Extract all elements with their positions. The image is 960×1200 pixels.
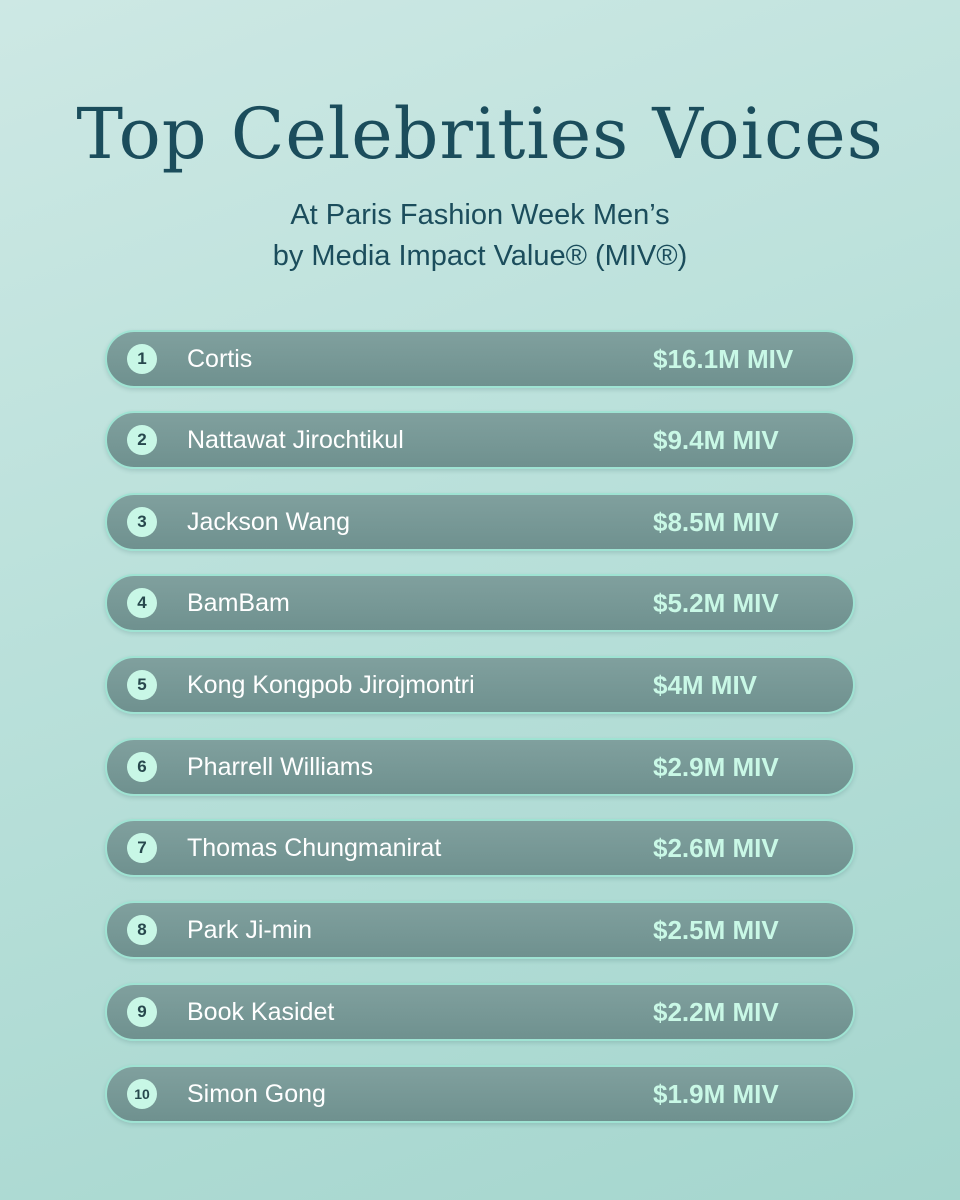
miv-value: $2.5M MIV (653, 915, 779, 945)
miv-value: $9.4M MIV (653, 425, 779, 455)
celebrity-name: Simon Gong (187, 1080, 326, 1108)
celebrity-name: Park Ji-min (187, 916, 313, 944)
ranking-row: 7 Thomas Chungmanirat $2.6M MIV (105, 819, 855, 877)
ranking-row: 10 Simon Gong $1.9M MIV (105, 1065, 855, 1123)
ranking-row: 5 Kong Kongpob Jirojmontri $4M MIV (105, 656, 855, 714)
rank-badge: 1 (127, 344, 157, 374)
rank-badge: 3 (127, 507, 157, 537)
rank-badge: 6 (127, 752, 157, 782)
celebrity-name: BamBam (187, 589, 290, 617)
page-title: Top Celebrities Voices (76, 93, 884, 175)
miv-value: $2.2M MIV (653, 997, 779, 1027)
miv-value: $8.5M MIV (653, 507, 779, 537)
rank-badge: 4 (127, 588, 157, 618)
celebrity-name: Nattawat Jirochtikul (187, 426, 404, 454)
miv-value: $2.6M MIV (653, 833, 779, 863)
rank-badge: 8 (127, 915, 157, 945)
miv-value: $1.9M MIV (653, 1079, 779, 1109)
ranking-row: 6 Pharrell Williams $2.9M MIV (105, 738, 855, 796)
celebrity-name: Book Kasidet (187, 998, 335, 1026)
miv-value: $5.2M MIV (653, 588, 779, 618)
celebrity-name: Pharrell Williams (187, 753, 374, 781)
rank-badge: 5 (127, 670, 157, 700)
miv-value: $2.9M MIV (653, 752, 779, 782)
ranking-row: 9 Book Kasidet $2.2M MIV (105, 983, 855, 1041)
celebrity-name: Kong Kongpob Jirojmontri (187, 671, 475, 699)
ranking-row: 3 Jackson Wang $8.5M MIV (105, 493, 855, 551)
rank-badge: 10 (127, 1079, 157, 1109)
subtitle-metric: by Media Impact Value® (MIV®) (272, 240, 688, 272)
miv-value: $4M MIV (653, 670, 758, 700)
ranking-row: 8 Park Ji-min $2.5M MIV (105, 901, 855, 959)
ranking-row: 2 Nattawat Jirochtikul $9.4M MIV (105, 411, 855, 469)
subtitle-event: At Paris Fashion Week Men’s (290, 199, 670, 231)
ranking-row: 4 BamBam $5.2M MIV (105, 574, 855, 632)
rank-badge: 7 (127, 833, 157, 863)
celebrity-name: Cortis (187, 345, 253, 373)
rank-badge: 2 (127, 425, 157, 455)
ranking-row: 1 Cortis $16.1M MIV (105, 330, 855, 388)
celebrity-name: Thomas Chungmanirat (187, 834, 442, 862)
rank-badge: 9 (127, 997, 157, 1027)
celebrity-name: Jackson Wang (187, 508, 351, 536)
miv-value: $16.1M MIV (653, 344, 794, 374)
